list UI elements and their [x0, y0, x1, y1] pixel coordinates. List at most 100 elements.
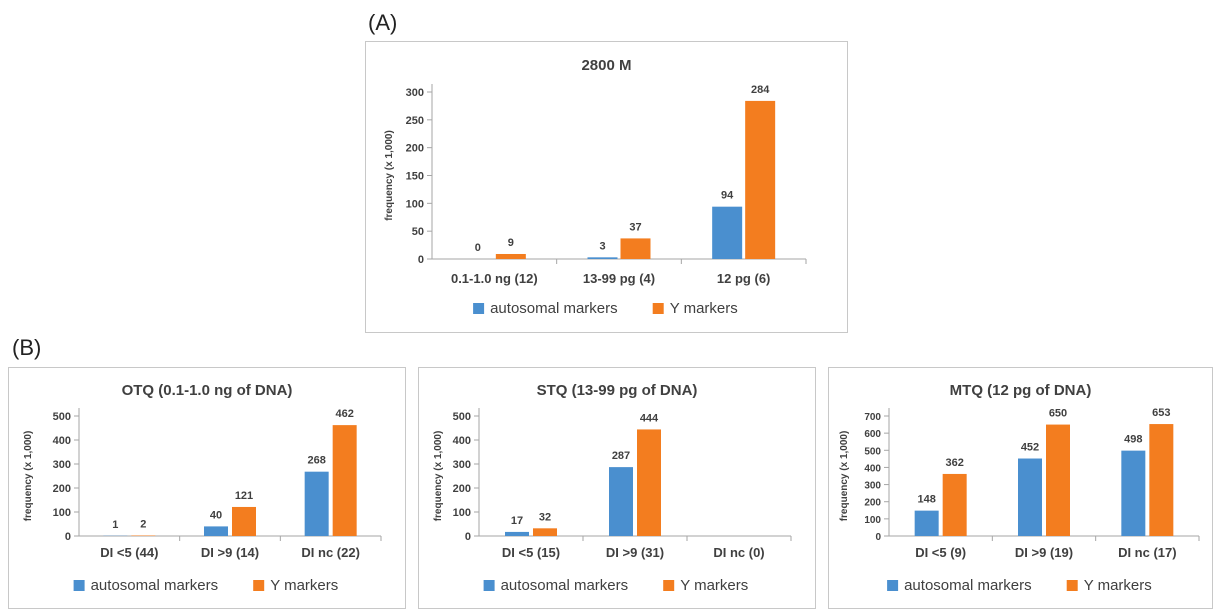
y-tick-label: 100 [453, 507, 471, 519]
bar-y-markers [533, 528, 557, 536]
legend-swatch-y-markers [663, 580, 675, 591]
y-tick-label: 300 [864, 481, 881, 492]
legend-swatch-y-markers [253, 580, 265, 591]
y-tick-label: 0 [65, 531, 71, 543]
x-tick-label: 12 pg (6) [717, 271, 770, 286]
y-axis-label: frequency (x 1,000) [839, 431, 850, 522]
data-label: 0 [475, 242, 481, 254]
bar-y-markers [637, 429, 661, 536]
bar-autosomal [1018, 458, 1042, 536]
data-label: 121 [235, 490, 253, 502]
x-tick-label: DI nc (17) [1118, 545, 1177, 560]
bar-autosomal [204, 526, 228, 536]
legend-swatch-y-markers [652, 303, 664, 314]
data-label: 40 [210, 509, 222, 521]
data-label: 452 [1021, 442, 1039, 454]
bar-autosomal [587, 257, 618, 259]
bar-y-markers [620, 238, 651, 259]
y-tick-label: 500 [453, 411, 471, 423]
y-tick-label: 0 [418, 254, 424, 266]
legend-swatch-y-markers [1066, 580, 1078, 591]
y-tick-label: 150 [406, 171, 424, 183]
data-label: 268 [307, 455, 325, 467]
y-tick-label: 200 [406, 143, 424, 155]
x-tick-label: DI nc (0) [713, 545, 764, 560]
data-label: 17 [511, 515, 523, 527]
bar-y-markers [1046, 424, 1070, 536]
bar-y-markers [1149, 424, 1174, 536]
y-tick-label: 0 [875, 532, 881, 543]
data-label: 498 [1124, 434, 1142, 446]
y-tick-label: 400 [53, 435, 71, 447]
chart-svg-2800m: 2800 M frequency (x 1,000) 0 50 100 150 200 250… [384, 57, 807, 317]
y-tick-label: 0 [465, 531, 471, 543]
data-label: 653 [1152, 407, 1170, 419]
bar-y-markers [332, 425, 357, 536]
bar-y-markers [232, 506, 256, 536]
legend-label: Y markers [270, 577, 338, 594]
legend-label: autosomal markers [490, 300, 618, 317]
y-tick-label: 600 [864, 429, 881, 440]
panel-label-a: (A) [368, 10, 398, 35]
legend-label: Y markers [1084, 577, 1152, 594]
y-tick-label: 300 [53, 459, 71, 471]
legend-swatch-autosomal [483, 580, 495, 591]
y-tick-label: 100 [406, 198, 424, 210]
chart-svg-otq: OTQ (0.1-1.0 ng of DNA) frequency (x 1,00… [23, 382, 382, 594]
chart-2800m: 2800 M frequency (x 1,000) 0 50 100 150 200 250… [365, 41, 848, 333]
bar-autosomal [609, 467, 633, 536]
bar-autosomal [1121, 450, 1146, 536]
y-tick-label: 100 [53, 507, 71, 519]
data-label: 462 [335, 408, 353, 420]
y-axis-label: frequency (x 1,000) [384, 130, 395, 221]
data-label: 444 [640, 412, 659, 424]
chart-svg-stq: STQ (13-99 pg of DNA) frequency (x 1,000)… [433, 382, 792, 594]
bar-y-markers [942, 473, 967, 536]
chart-stq: STQ (13-99 pg of DNA) frequency (x 1,000)… [418, 367, 816, 609]
data-label: 3 [599, 240, 605, 252]
x-tick-label: DI >9 (14) [201, 545, 259, 560]
y-tick-label: 100 [864, 515, 881, 526]
legend-swatch-autosomal [73, 580, 85, 591]
legend-swatch-autosomal [473, 303, 485, 314]
y-tick-label: 200 [53, 483, 71, 495]
y-tick-label: 250 [406, 115, 424, 127]
legend-label: Y markers [680, 577, 748, 594]
x-tick-label: DI nc (22) [301, 545, 360, 560]
y-tick-label: 400 [453, 435, 471, 447]
x-tick-label: DI <5 (15) [502, 545, 560, 560]
data-label: 362 [945, 457, 963, 469]
data-label: 287 [612, 450, 630, 462]
bar-autosomal [304, 471, 329, 536]
data-label: 1 [112, 519, 118, 531]
legend-label: Y markers [670, 300, 738, 317]
x-tick-label: DI >9 (31) [606, 545, 664, 560]
y-tick-label: 500 [864, 446, 881, 457]
chart-mtq: MTQ (12 pg of DNA) frequency (x 1,000) 0 10… [828, 367, 1213, 609]
data-label: 148 [917, 494, 935, 506]
data-label: 2 [140, 519, 146, 531]
y-tick-label: 200 [864, 498, 881, 509]
y-tick-label: 400 [864, 463, 881, 474]
legend-label: autosomal markers [91, 577, 219, 594]
legend-label: autosomal markers [904, 577, 1032, 594]
bar-y-markers [745, 100, 776, 259]
y-tick-label: 200 [453, 483, 471, 495]
bar-autosomal [914, 510, 939, 536]
x-tick-label: DI <5 (44) [100, 545, 158, 560]
panel-label-b: (B) [12, 335, 42, 360]
chart-title: 2800 M [581, 57, 631, 74]
bar-autosomal [712, 206, 743, 259]
x-tick-label: 0.1-1.0 ng (12) [451, 271, 538, 286]
chart-otq: OTQ (0.1-1.0 ng of DNA) frequency (x 1,00… [8, 367, 406, 609]
y-tick-label: 500 [53, 411, 71, 423]
data-label: 94 [721, 190, 734, 202]
data-label: 37 [629, 221, 641, 233]
y-tick-label: 300 [453, 459, 471, 471]
y-axis-label: frequency (x 1,000) [23, 431, 34, 522]
y-axis-label: frequency (x 1,000) [433, 431, 444, 522]
data-label: 284 [751, 84, 770, 96]
data-label: 9 [508, 237, 514, 249]
bar-autosomal [505, 531, 529, 536]
legend-swatch-autosomal [887, 580, 899, 591]
